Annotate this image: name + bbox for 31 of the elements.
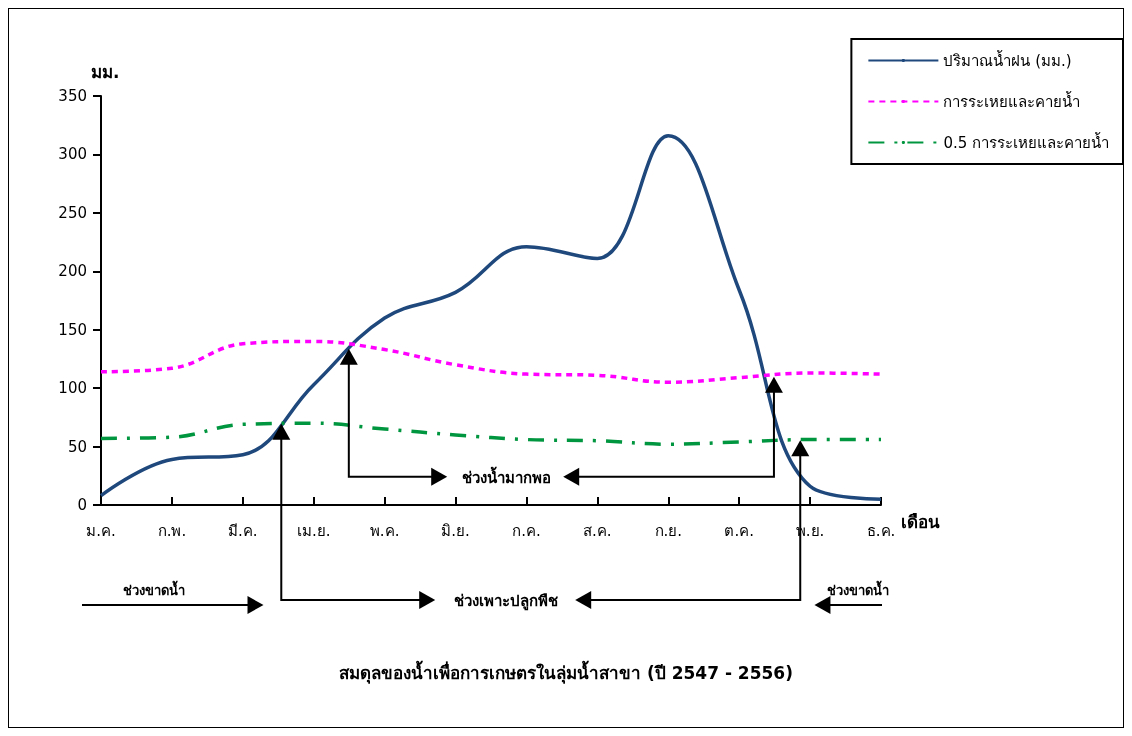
x-axis-title: เดือน <box>901 511 941 532</box>
y-axis-title: มม. <box>91 61 120 82</box>
text: ช่วงขาดน้ำ <box>123 579 186 598</box>
text: ช่วงขาดน้ำ <box>827 579 890 598</box>
y-tick-label: 350 <box>58 87 87 105</box>
y-tick-label: 250 <box>58 203 87 222</box>
legend-label: 0.5 การระเหยและคายน้ำ <box>943 131 1109 152</box>
text: สมดุลของน้ำเพื่อการเกษตรในลุ่มน้ำสาขา (ปี 2547 - 2556) <box>339 659 793 684</box>
y-tick-label: 50 <box>67 437 87 456</box>
x-tick-label: ก.ย. <box>654 521 683 540</box>
y-tick-label: 200 <box>58 262 87 281</box>
legend-label: ปริมาณน้ำฝน (มม.) <box>943 49 1072 70</box>
x-tick-label: ม.ค. <box>86 521 116 540</box>
y-tick-label: 300 <box>58 145 87 164</box>
x-tick-label: มี.ค. <box>228 521 258 540</box>
annotation: ช่วงน้ำมากพอ <box>461 465 551 487</box>
text: ช่วงเพาะปลูกพืช <box>454 592 559 611</box>
x-tick-label: ก.ค. <box>512 521 541 540</box>
x-tick-label: ส.ค. <box>583 521 612 540</box>
line-series <box>99 339 883 385</box>
x-tick-label: พ.ค. <box>369 521 400 540</box>
line-series <box>99 133 883 501</box>
x-tick-label: ต.ค. <box>724 521 754 540</box>
y-tick-label: 100 <box>58 379 87 398</box>
x-tick-label: ก.พ. <box>157 521 187 540</box>
x-tick-label: ธ.ค. <box>866 521 896 540</box>
y-tick-label: 150 <box>58 320 87 339</box>
x-tick-label: เม.ย. <box>296 521 331 540</box>
y-tick-label: 0 <box>77 496 87 514</box>
legend-label: การระเหยและคายน้ำ <box>943 90 1081 111</box>
x-tick-label: มิ.ย. <box>441 521 470 540</box>
